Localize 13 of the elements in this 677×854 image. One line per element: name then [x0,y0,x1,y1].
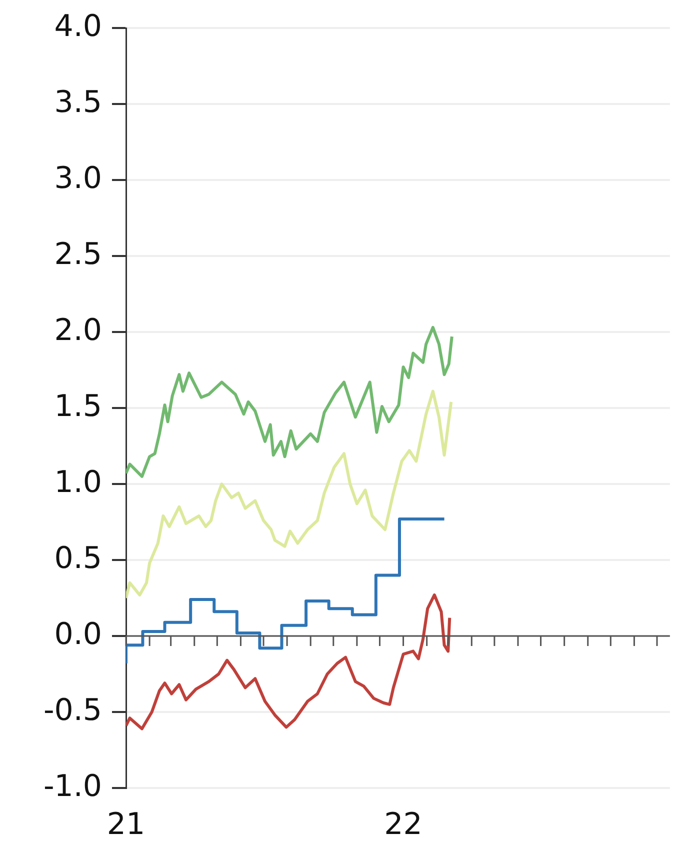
y-tick-label: 0.5 [54,540,102,576]
x-tick-label: 22 [384,806,422,842]
y-tick-label: 4.0 [54,8,102,44]
y-tick-label: 3.0 [54,160,102,196]
y-tick-label: 0.0 [54,616,102,652]
y-tick-label: 1.5 [54,388,102,424]
y-tick-label: 1.0 [54,464,102,500]
y-tick-label: 2.0 [54,312,102,348]
y-tick-label: -1.0 [43,768,102,804]
y-tick-label: 2.5 [54,236,102,272]
y-tick-label: -0.5 [43,692,102,728]
y-tick-label: 3.5 [54,84,102,120]
x-tick-label: 21 [106,806,146,842]
